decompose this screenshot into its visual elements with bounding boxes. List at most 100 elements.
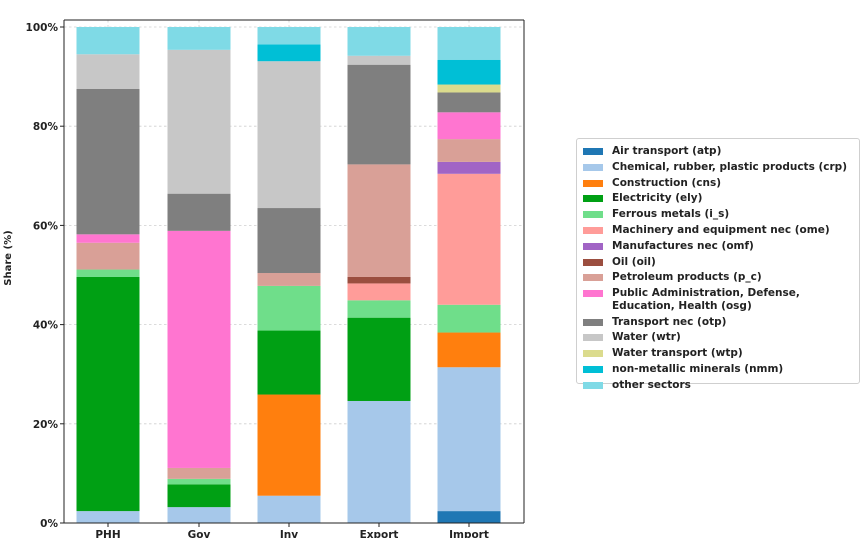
y-tick-label: 40% (33, 320, 59, 332)
bar-segment (347, 27, 411, 56)
bar-segment (437, 332, 501, 368)
bar-segment (347, 300, 411, 318)
bar-segment (167, 49, 231, 194)
bar-segment (257, 285, 321, 331)
bar-segment (347, 317, 411, 401)
bar-segment (257, 208, 321, 274)
legend-item: other sectors (583, 379, 852, 392)
bar-segment (76, 276, 140, 512)
legend-item: Water (wtr) (583, 331, 852, 344)
legend-item: Electricity (ely) (583, 192, 852, 205)
bar-segment (257, 273, 321, 286)
x-tick-label: Import (449, 529, 489, 538)
x-tick-label: Gov (188, 529, 211, 538)
legend-label: Construction (cns) (612, 176, 722, 189)
bar-segment (437, 367, 501, 512)
bar-segment (257, 61, 321, 209)
bar-segment (437, 304, 501, 333)
legend: Air transport (atp) Chemical, rubber, pla… (576, 138, 860, 391)
x-ticks: PHH Gov Inv Export Import (95, 523, 489, 538)
bar-segment (437, 139, 501, 162)
bar-segment (76, 234, 140, 243)
legend-swatch (583, 365, 603, 373)
y-axis-label: Share (%) (3, 230, 14, 285)
legend-item: Oil (oil) (583, 256, 852, 269)
legend-swatch (583, 195, 603, 203)
legend-item: Public Administration, Defense, Educatio… (583, 287, 852, 312)
bar-segment (76, 269, 140, 277)
y-tick-label: 80% (33, 121, 59, 133)
bar-segment (347, 55, 411, 65)
bar-segment (167, 478, 231, 485)
legend-swatch (583, 318, 603, 326)
bar-segment (76, 27, 140, 55)
legend-label: Water (wtr) (612, 331, 681, 344)
legend-swatch (583, 163, 603, 171)
legend-swatch (583, 242, 603, 250)
bar-segment (167, 230, 231, 468)
axes (63, 19, 525, 524)
bar-segment (167, 484, 231, 508)
legend-label: Chemical, rubber, plastic products (crp) (612, 160, 847, 173)
legend-swatch (583, 179, 603, 187)
bar-segment (76, 511, 140, 523)
bar-segment (347, 283, 411, 301)
legend-label: Manufactures nec (omf) (612, 239, 754, 252)
bar-segment (437, 161, 501, 174)
legend-label: Transport nec (otp) (612, 315, 727, 328)
bar-segment (167, 27, 231, 50)
bar-segment (437, 84, 501, 93)
bar-segment (437, 173, 501, 305)
legend-item: Construction (cns) (583, 177, 852, 190)
bar-segment (257, 330, 321, 395)
bar-segment (257, 27, 321, 45)
bar-segment (437, 59, 501, 85)
bar-segment (347, 64, 411, 165)
legend-label: Petroleum products (p_c) (612, 271, 762, 284)
y-tick-label: 100% (26, 22, 59, 34)
legend-item: Machinery and equipment nec (ome) (583, 224, 852, 237)
x-tick-label: Inv (280, 529, 298, 538)
bar-segment (167, 507, 231, 523)
legend-swatch (583, 274, 603, 282)
bar-segment (437, 112, 501, 140)
legend-swatch (583, 290, 603, 298)
bar-segment (437, 92, 501, 113)
legend-label: Air transport (atp) (612, 145, 722, 157)
legend-label: Electricity (ely) (612, 192, 703, 205)
legend-swatch (583, 148, 603, 155)
legend-label: Ferrous metals (i_s) (612, 208, 730, 221)
legend-swatch (583, 258, 603, 266)
legend-item: Manufactures nec (omf) (583, 240, 852, 253)
y-tick-label: 0% (40, 518, 58, 530)
legend-item: Ferrous metals (i_s) (583, 208, 852, 221)
bar-segment (257, 394, 321, 496)
legend-swatch (583, 350, 603, 358)
legend-item: Chemical, rubber, plastic products (crp) (583, 161, 852, 174)
bar-segment (347, 276, 411, 284)
legend-item: Petroleum products (p_c) (583, 271, 852, 284)
legend-swatch (583, 381, 603, 389)
legend-swatch (583, 334, 603, 342)
x-tick-label: PHH (95, 529, 120, 538)
legend-label: Machinery and equipment nec (ome) (612, 224, 830, 236)
y-tick-label: 20% (33, 419, 59, 431)
legend-item: non-metallic minerals (nmm) (583, 363, 852, 376)
y-ticks: 0% 20% 40% 60% 80% 100% (26, 22, 64, 530)
legend-item: Air transport (atp) (583, 145, 852, 158)
y-tick-label: 60% (33, 220, 59, 232)
legend-label: Water transport (wtp) (612, 347, 743, 360)
bar-segment (76, 54, 140, 89)
bar-segment (257, 495, 321, 523)
bar-segment (347, 400, 411, 523)
legend-item: Transport nec (otp) (583, 316, 852, 329)
bar-segment (437, 27, 501, 60)
bar-segment (76, 242, 140, 270)
legend-label: Public Administration, Defense, Educatio… (612, 287, 800, 312)
bar-segment (76, 89, 140, 235)
x-tick-label: Export (360, 529, 399, 538)
legend-swatch (583, 227, 603, 234)
legend-item: Water transport (wtp) (583, 347, 852, 360)
bar-segment (167, 467, 231, 479)
